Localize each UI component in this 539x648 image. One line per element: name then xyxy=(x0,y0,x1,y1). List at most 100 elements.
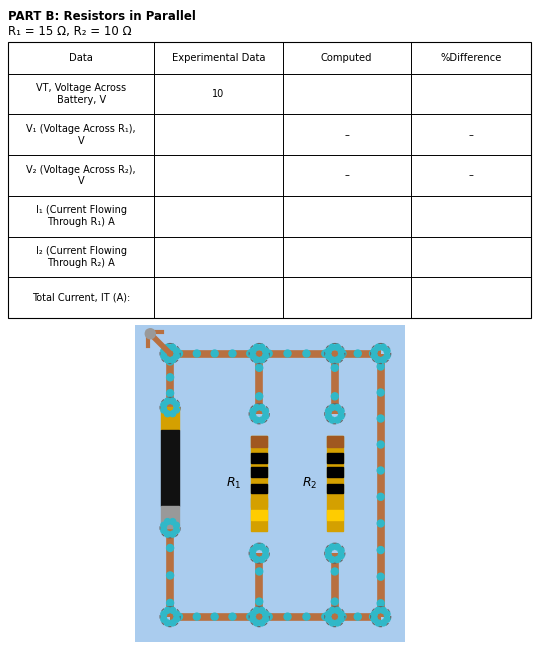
Circle shape xyxy=(255,364,262,371)
Text: R₁ = 15 Ω, R₂ = 10 Ω: R₁ = 15 Ω, R₂ = 10 Ω xyxy=(8,25,132,38)
Circle shape xyxy=(262,353,268,359)
Circle shape xyxy=(329,557,335,562)
Text: V₂ (Voltage Across R₂),
V: V₂ (Voltage Across R₂), V xyxy=(26,165,136,187)
Circle shape xyxy=(326,616,331,622)
Circle shape xyxy=(303,350,310,357)
Circle shape xyxy=(329,620,335,626)
Circle shape xyxy=(326,553,331,559)
Circle shape xyxy=(329,544,335,550)
Circle shape xyxy=(338,548,344,553)
Circle shape xyxy=(329,417,335,423)
Circle shape xyxy=(262,616,268,622)
Circle shape xyxy=(377,573,384,580)
Circle shape xyxy=(250,553,256,559)
Bar xyxy=(251,467,267,477)
Bar xyxy=(251,436,267,447)
Circle shape xyxy=(375,620,381,626)
Circle shape xyxy=(174,348,179,354)
Circle shape xyxy=(164,344,170,351)
Circle shape xyxy=(375,607,381,614)
Text: –: – xyxy=(344,170,349,181)
Circle shape xyxy=(166,505,174,513)
Text: Experimental Data: Experimental Data xyxy=(172,53,265,63)
Circle shape xyxy=(377,441,384,448)
Circle shape xyxy=(161,611,167,617)
Circle shape xyxy=(253,404,260,410)
Circle shape xyxy=(339,350,346,357)
Circle shape xyxy=(326,348,331,354)
Circle shape xyxy=(164,411,170,417)
Circle shape xyxy=(259,557,265,562)
Circle shape xyxy=(322,350,329,357)
Circle shape xyxy=(194,613,201,620)
Circle shape xyxy=(161,348,167,354)
Circle shape xyxy=(253,344,260,351)
Circle shape xyxy=(174,611,179,617)
Circle shape xyxy=(250,413,256,419)
Circle shape xyxy=(247,613,254,620)
Circle shape xyxy=(164,607,170,614)
Circle shape xyxy=(354,613,361,620)
Circle shape xyxy=(170,607,176,614)
Text: $R_2$: $R_2$ xyxy=(301,476,317,491)
Circle shape xyxy=(176,613,183,620)
Circle shape xyxy=(338,353,344,359)
Bar xyxy=(251,510,267,520)
Circle shape xyxy=(262,413,268,419)
Circle shape xyxy=(259,620,265,626)
Bar xyxy=(251,498,267,507)
Circle shape xyxy=(331,568,338,575)
Circle shape xyxy=(259,417,265,423)
Circle shape xyxy=(377,467,384,474)
Circle shape xyxy=(161,522,167,528)
Circle shape xyxy=(338,553,344,559)
Circle shape xyxy=(255,568,262,575)
Circle shape xyxy=(164,531,170,537)
Circle shape xyxy=(384,611,390,617)
Circle shape xyxy=(170,531,176,537)
Circle shape xyxy=(284,350,291,357)
Circle shape xyxy=(164,357,170,363)
Bar xyxy=(327,453,343,463)
Bar xyxy=(161,408,179,430)
Circle shape xyxy=(253,544,260,550)
Circle shape xyxy=(211,350,218,357)
Circle shape xyxy=(371,611,377,617)
Circle shape xyxy=(334,344,341,351)
Circle shape xyxy=(174,353,179,359)
Circle shape xyxy=(354,350,361,357)
Text: Computed: Computed xyxy=(321,53,372,63)
Circle shape xyxy=(334,417,341,423)
Circle shape xyxy=(229,613,236,620)
Circle shape xyxy=(331,364,338,371)
Bar xyxy=(327,436,343,447)
Circle shape xyxy=(250,616,256,622)
Circle shape xyxy=(253,417,260,423)
Circle shape xyxy=(334,404,341,410)
Text: Total Current, IT (A):: Total Current, IT (A): xyxy=(32,293,130,303)
Circle shape xyxy=(265,613,272,620)
Circle shape xyxy=(377,520,384,527)
Circle shape xyxy=(161,527,167,533)
Circle shape xyxy=(334,557,341,562)
Circle shape xyxy=(338,413,344,419)
Circle shape xyxy=(262,553,268,559)
Circle shape xyxy=(255,393,262,400)
Circle shape xyxy=(377,546,384,553)
Text: PART B: Resistors in Parallel: PART B: Resistors in Parallel xyxy=(8,10,196,23)
Circle shape xyxy=(259,344,265,351)
Circle shape xyxy=(329,357,335,363)
Circle shape xyxy=(255,598,262,605)
Circle shape xyxy=(161,353,167,359)
Bar xyxy=(327,510,343,520)
Circle shape xyxy=(371,353,377,359)
Circle shape xyxy=(170,398,176,404)
Circle shape xyxy=(250,548,256,553)
Circle shape xyxy=(265,350,272,357)
Circle shape xyxy=(381,620,386,626)
Circle shape xyxy=(247,350,254,357)
Circle shape xyxy=(329,344,335,351)
Circle shape xyxy=(331,598,338,605)
Circle shape xyxy=(161,402,167,408)
Text: I₁ (Current Flowing
Through R₁) A: I₁ (Current Flowing Through R₁) A xyxy=(36,205,127,227)
